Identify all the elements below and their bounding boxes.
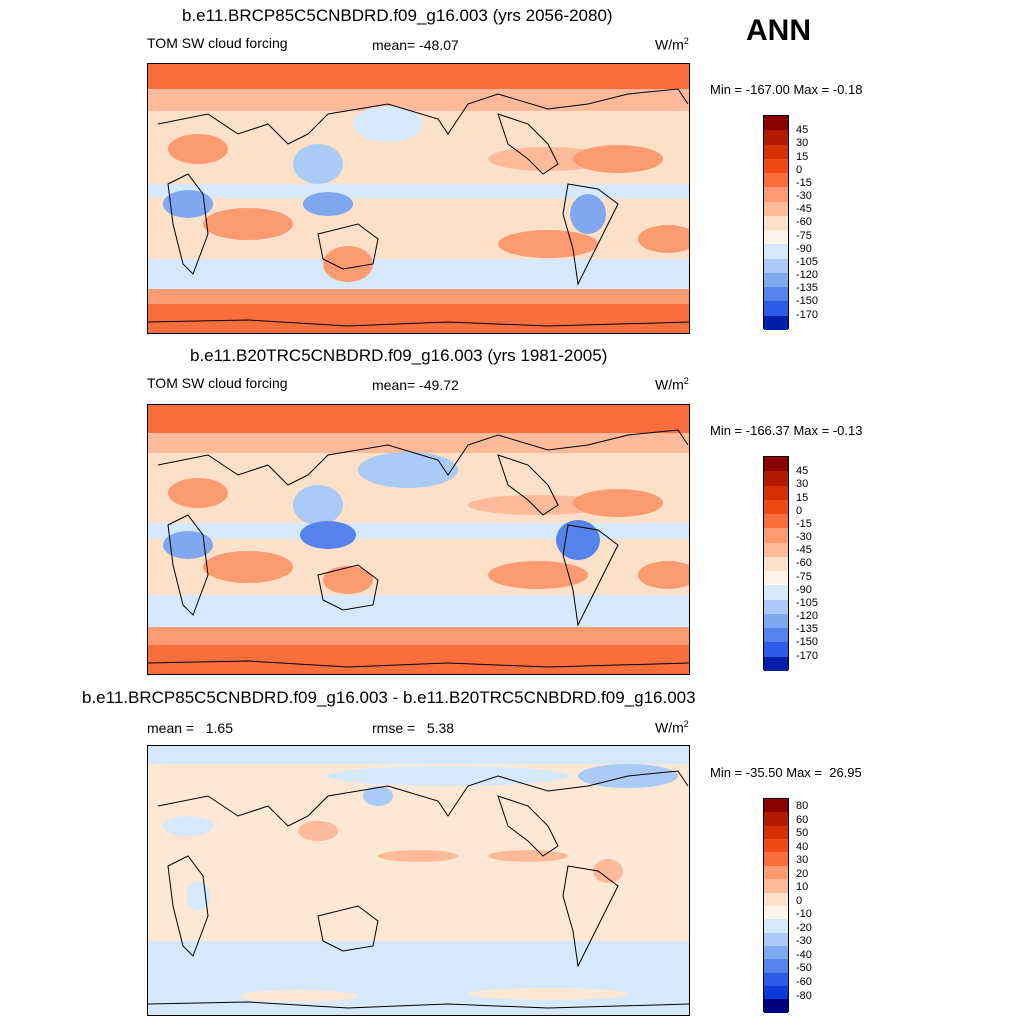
minmax-label: Min = -167.00 Max = -0.18 bbox=[710, 82, 863, 97]
colorbar-difference bbox=[763, 798, 789, 1013]
season-label: ANN bbox=[746, 14, 811, 47]
colorbar-tick: -60 bbox=[796, 557, 812, 569]
colorbar-tick: 45 bbox=[796, 124, 809, 136]
variable-label: TOM SW cloud forcing bbox=[147, 35, 288, 51]
colorbar-tick: -45 bbox=[796, 203, 812, 215]
units-label: W/m2 bbox=[655, 719, 689, 736]
colorbar-tick: -170 bbox=[796, 309, 819, 321]
colorbar-tick: -90 bbox=[796, 243, 812, 255]
colorbar-tick: 20 bbox=[796, 868, 809, 880]
colorbar-tick: -30 bbox=[796, 935, 812, 947]
colorbar-tick: -135 bbox=[796, 282, 819, 294]
minmax-label: Min = -166.37 Max = -0.13 bbox=[710, 423, 863, 438]
panel-title: b.e11.BRCP85C5CNBDRD.f09_g16.003 - b.e11… bbox=[82, 688, 696, 707]
colorbar-rcp85 bbox=[763, 115, 789, 330]
colorbar-tick: -75 bbox=[796, 230, 812, 242]
colorbar-tick: -15 bbox=[796, 177, 812, 189]
mean-label: mean= -49.72 bbox=[372, 377, 459, 393]
colorbar-tick: 0 bbox=[796, 164, 803, 176]
colorbar-tick: -135 bbox=[796, 623, 819, 635]
colorbar-tick: 60 bbox=[796, 814, 809, 826]
colorbar-20tr bbox=[763, 456, 789, 671]
colorbar-tick: 15 bbox=[796, 492, 809, 504]
map-rcp85 bbox=[147, 63, 690, 334]
rmse-label: rmse = 5.38 bbox=[372, 720, 455, 736]
colorbar-tick: -40 bbox=[796, 949, 812, 961]
colorbar-tick: -30 bbox=[796, 190, 812, 202]
map-20tr bbox=[147, 404, 690, 675]
panel-title: b.e11.BRCP85C5CNBDRD.f09_g16.003 (yrs 20… bbox=[182, 6, 613, 25]
colorbar-tick: -60 bbox=[796, 216, 812, 228]
panel-title: b.e11.B20TRC5CNBDRD.f09_g16.003 (yrs 198… bbox=[190, 346, 608, 365]
units-label: W/m2 bbox=[655, 376, 689, 393]
colorbar-tick: -15 bbox=[796, 518, 812, 530]
colorbar-tick: -10 bbox=[796, 908, 812, 920]
colorbar-tick: 45 bbox=[796, 465, 809, 477]
colorbar-tick: -30 bbox=[796, 531, 812, 543]
colorbar-tick: 30 bbox=[796, 478, 809, 490]
colorbar-tick: -170 bbox=[796, 650, 819, 662]
colorbar-tick: 30 bbox=[796, 854, 809, 866]
colorbar-tick: -150 bbox=[796, 636, 819, 648]
minmax-label: Min = -35.50 Max = 26.95 bbox=[710, 765, 862, 780]
mean-label: mean = 1.65 bbox=[147, 720, 234, 736]
colorbar-tick: 50 bbox=[796, 827, 809, 839]
colorbar-tick: -75 bbox=[796, 571, 812, 583]
colorbar-tick: -150 bbox=[796, 295, 819, 307]
colorbar-tick: 0 bbox=[796, 895, 803, 907]
colorbar-tick: -45 bbox=[796, 544, 812, 556]
colorbar-tick: -105 bbox=[796, 597, 819, 609]
variable-label: TOM SW cloud forcing bbox=[147, 375, 288, 391]
colorbar-tick: -80 bbox=[796, 990, 812, 1002]
colorbar-tick: -90 bbox=[796, 584, 812, 596]
units-label: W/m2 bbox=[655, 36, 689, 53]
map-difference bbox=[147, 745, 690, 1016]
colorbar-tick: -50 bbox=[796, 962, 812, 974]
colorbar-tick: 80 bbox=[796, 800, 809, 812]
colorbar-tick: 15 bbox=[796, 151, 809, 163]
map-field bbox=[148, 64, 689, 333]
colorbar-tick: -60 bbox=[796, 976, 812, 988]
mean-label: mean= -48.07 bbox=[372, 37, 459, 53]
colorbar-tick: 30 bbox=[796, 137, 809, 149]
colorbar-tick: -120 bbox=[796, 610, 819, 622]
colorbar-tick: 10 bbox=[796, 881, 809, 893]
colorbar-tick: 0 bbox=[796, 505, 803, 517]
map-field bbox=[148, 746, 689, 1015]
colorbar-tick: -20 bbox=[796, 922, 812, 934]
map-field bbox=[148, 405, 689, 674]
colorbar-tick: 40 bbox=[796, 841, 809, 853]
colorbar-tick: -120 bbox=[796, 269, 819, 281]
colorbar-tick: -105 bbox=[796, 256, 819, 268]
